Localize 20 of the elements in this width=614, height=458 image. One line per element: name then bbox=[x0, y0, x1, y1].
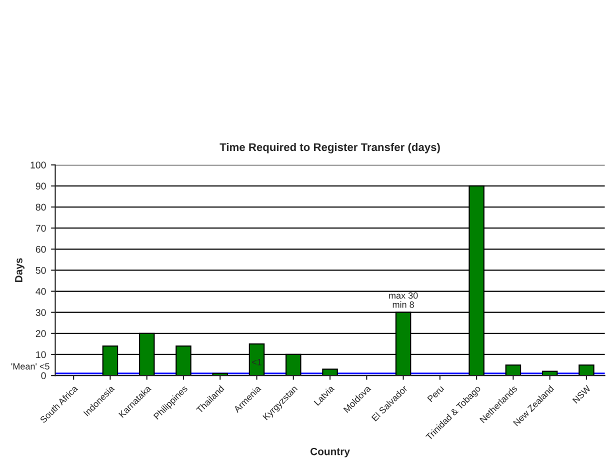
bar bbox=[578, 364, 594, 376]
y-tick-label: 40 bbox=[36, 288, 46, 295]
y-tick-label: 90 bbox=[36, 182, 46, 190]
y-tick-label: 100 bbox=[30, 162, 46, 168]
bar bbox=[505, 364, 522, 376]
y-tick-label: 10 bbox=[36, 351, 46, 358]
y-tick-label: 20 bbox=[36, 330, 46, 338]
y-tick-label: 30 bbox=[36, 309, 46, 316]
y-tick-label: 70 bbox=[36, 224, 46, 232]
ref-line-label: 'Mean' <5 bbox=[11, 363, 50, 370]
chart-title: Time Required to Register Transfer (days) bbox=[220, 142, 440, 154]
y-tick-label: 0 bbox=[41, 372, 46, 380]
y-tick-label: 50 bbox=[36, 266, 46, 274]
y-tick-label: 80 bbox=[36, 204, 46, 211]
y-axis-title: Days bbox=[15, 258, 24, 282]
y-tick-label: 60 bbox=[36, 246, 46, 253]
x-axis-title: Country bbox=[310, 448, 350, 458]
annotation: <1 bbox=[252, 359, 262, 366]
annotation: max 30 min 8 bbox=[389, 292, 418, 308]
bar bbox=[322, 368, 338, 376]
